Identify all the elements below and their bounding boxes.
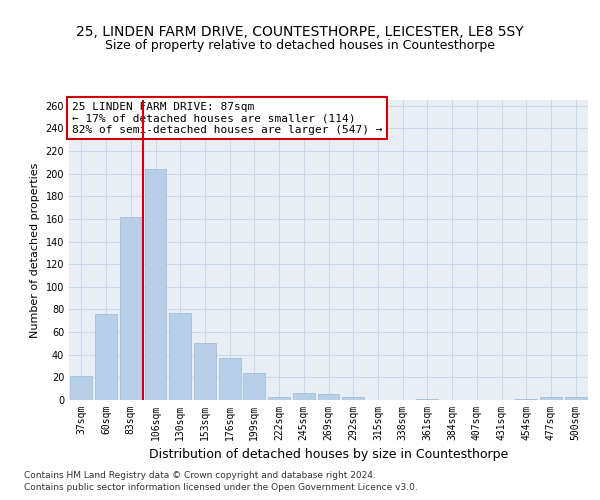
Bar — [145, 169, 166, 400]
Text: Contains public sector information licensed under the Open Government Licence v3: Contains public sector information licen… — [24, 482, 418, 492]
Bar — [95, 314, 117, 400]
Bar — [343, 396, 364, 400]
Bar — [70, 376, 92, 400]
Bar — [120, 216, 142, 400]
Text: 25 LINDEN FARM DRIVE: 87sqm
← 17% of detached houses are smaller (114)
82% of se: 25 LINDEN FARM DRIVE: 87sqm ← 17% of det… — [71, 102, 382, 134]
Bar — [416, 399, 438, 400]
Y-axis label: Number of detached properties: Number of detached properties — [30, 162, 40, 338]
Bar — [194, 344, 216, 400]
Bar — [317, 394, 340, 400]
Bar — [268, 396, 290, 400]
Text: Size of property relative to detached houses in Countesthorpe: Size of property relative to detached ho… — [105, 40, 495, 52]
X-axis label: Distribution of detached houses by size in Countesthorpe: Distribution of detached houses by size … — [149, 448, 508, 462]
Bar — [565, 396, 587, 400]
Text: 25, LINDEN FARM DRIVE, COUNTESTHORPE, LEICESTER, LE8 5SY: 25, LINDEN FARM DRIVE, COUNTESTHORPE, LE… — [76, 26, 524, 40]
Bar — [169, 313, 191, 400]
Bar — [219, 358, 241, 400]
Bar — [244, 373, 265, 400]
Bar — [515, 399, 537, 400]
Bar — [293, 393, 314, 400]
Text: Contains HM Land Registry data © Crown copyright and database right 2024.: Contains HM Land Registry data © Crown c… — [24, 472, 376, 480]
Bar — [540, 396, 562, 400]
